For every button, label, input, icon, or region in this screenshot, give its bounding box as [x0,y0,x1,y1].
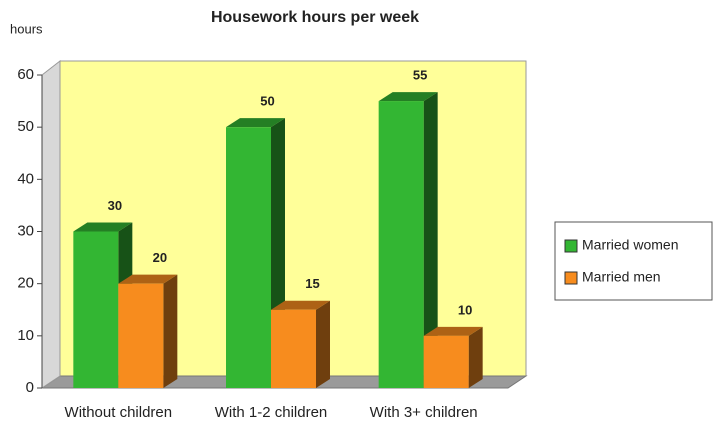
bar [423,335,469,388]
bar [73,231,119,388]
bar-side [163,274,178,388]
legend-box [554,221,713,301]
y-tick-label: 50 [17,118,34,135]
data-label: 55 [413,68,427,83]
bar-side [423,92,438,388]
y-tick-label: 30 [17,222,34,239]
bar-top [378,92,438,102]
chart-title: Housework hours per week [211,9,419,26]
y-tick-label: 60 [17,66,34,83]
y-axis-label: hours [10,21,43,36]
bar [118,283,164,388]
y-tick-label: 10 [17,327,34,344]
legend-swatch [564,271,578,285]
y-tick-label: 20 [17,275,34,292]
x-tick-label: Without children [65,404,173,421]
bar-top [423,326,483,336]
bar [378,101,424,388]
bar-top [271,300,330,310]
side-wall [41,59,61,389]
y-tick-label: 40 [17,170,34,187]
bar-side [316,300,330,388]
x-tick-label: With 3+ children [370,404,478,421]
legend-label: Married men [582,269,661,285]
bar [226,127,271,389]
bar [271,309,316,388]
data-label: 30 [108,198,122,213]
bar-side [468,326,483,388]
legend-label: Married women [582,237,678,253]
data-label: 10 [458,302,472,317]
data-label: 15 [305,276,319,291]
x-tick-label: With 1-2 children [215,404,328,421]
data-label: 50 [260,94,274,109]
bar-top [73,222,133,232]
bar-top [226,118,285,128]
bar-top [118,274,178,284]
data-label: 20 [153,250,167,265]
y-tick-label: 0 [26,379,34,396]
legend-swatch [564,239,578,253]
